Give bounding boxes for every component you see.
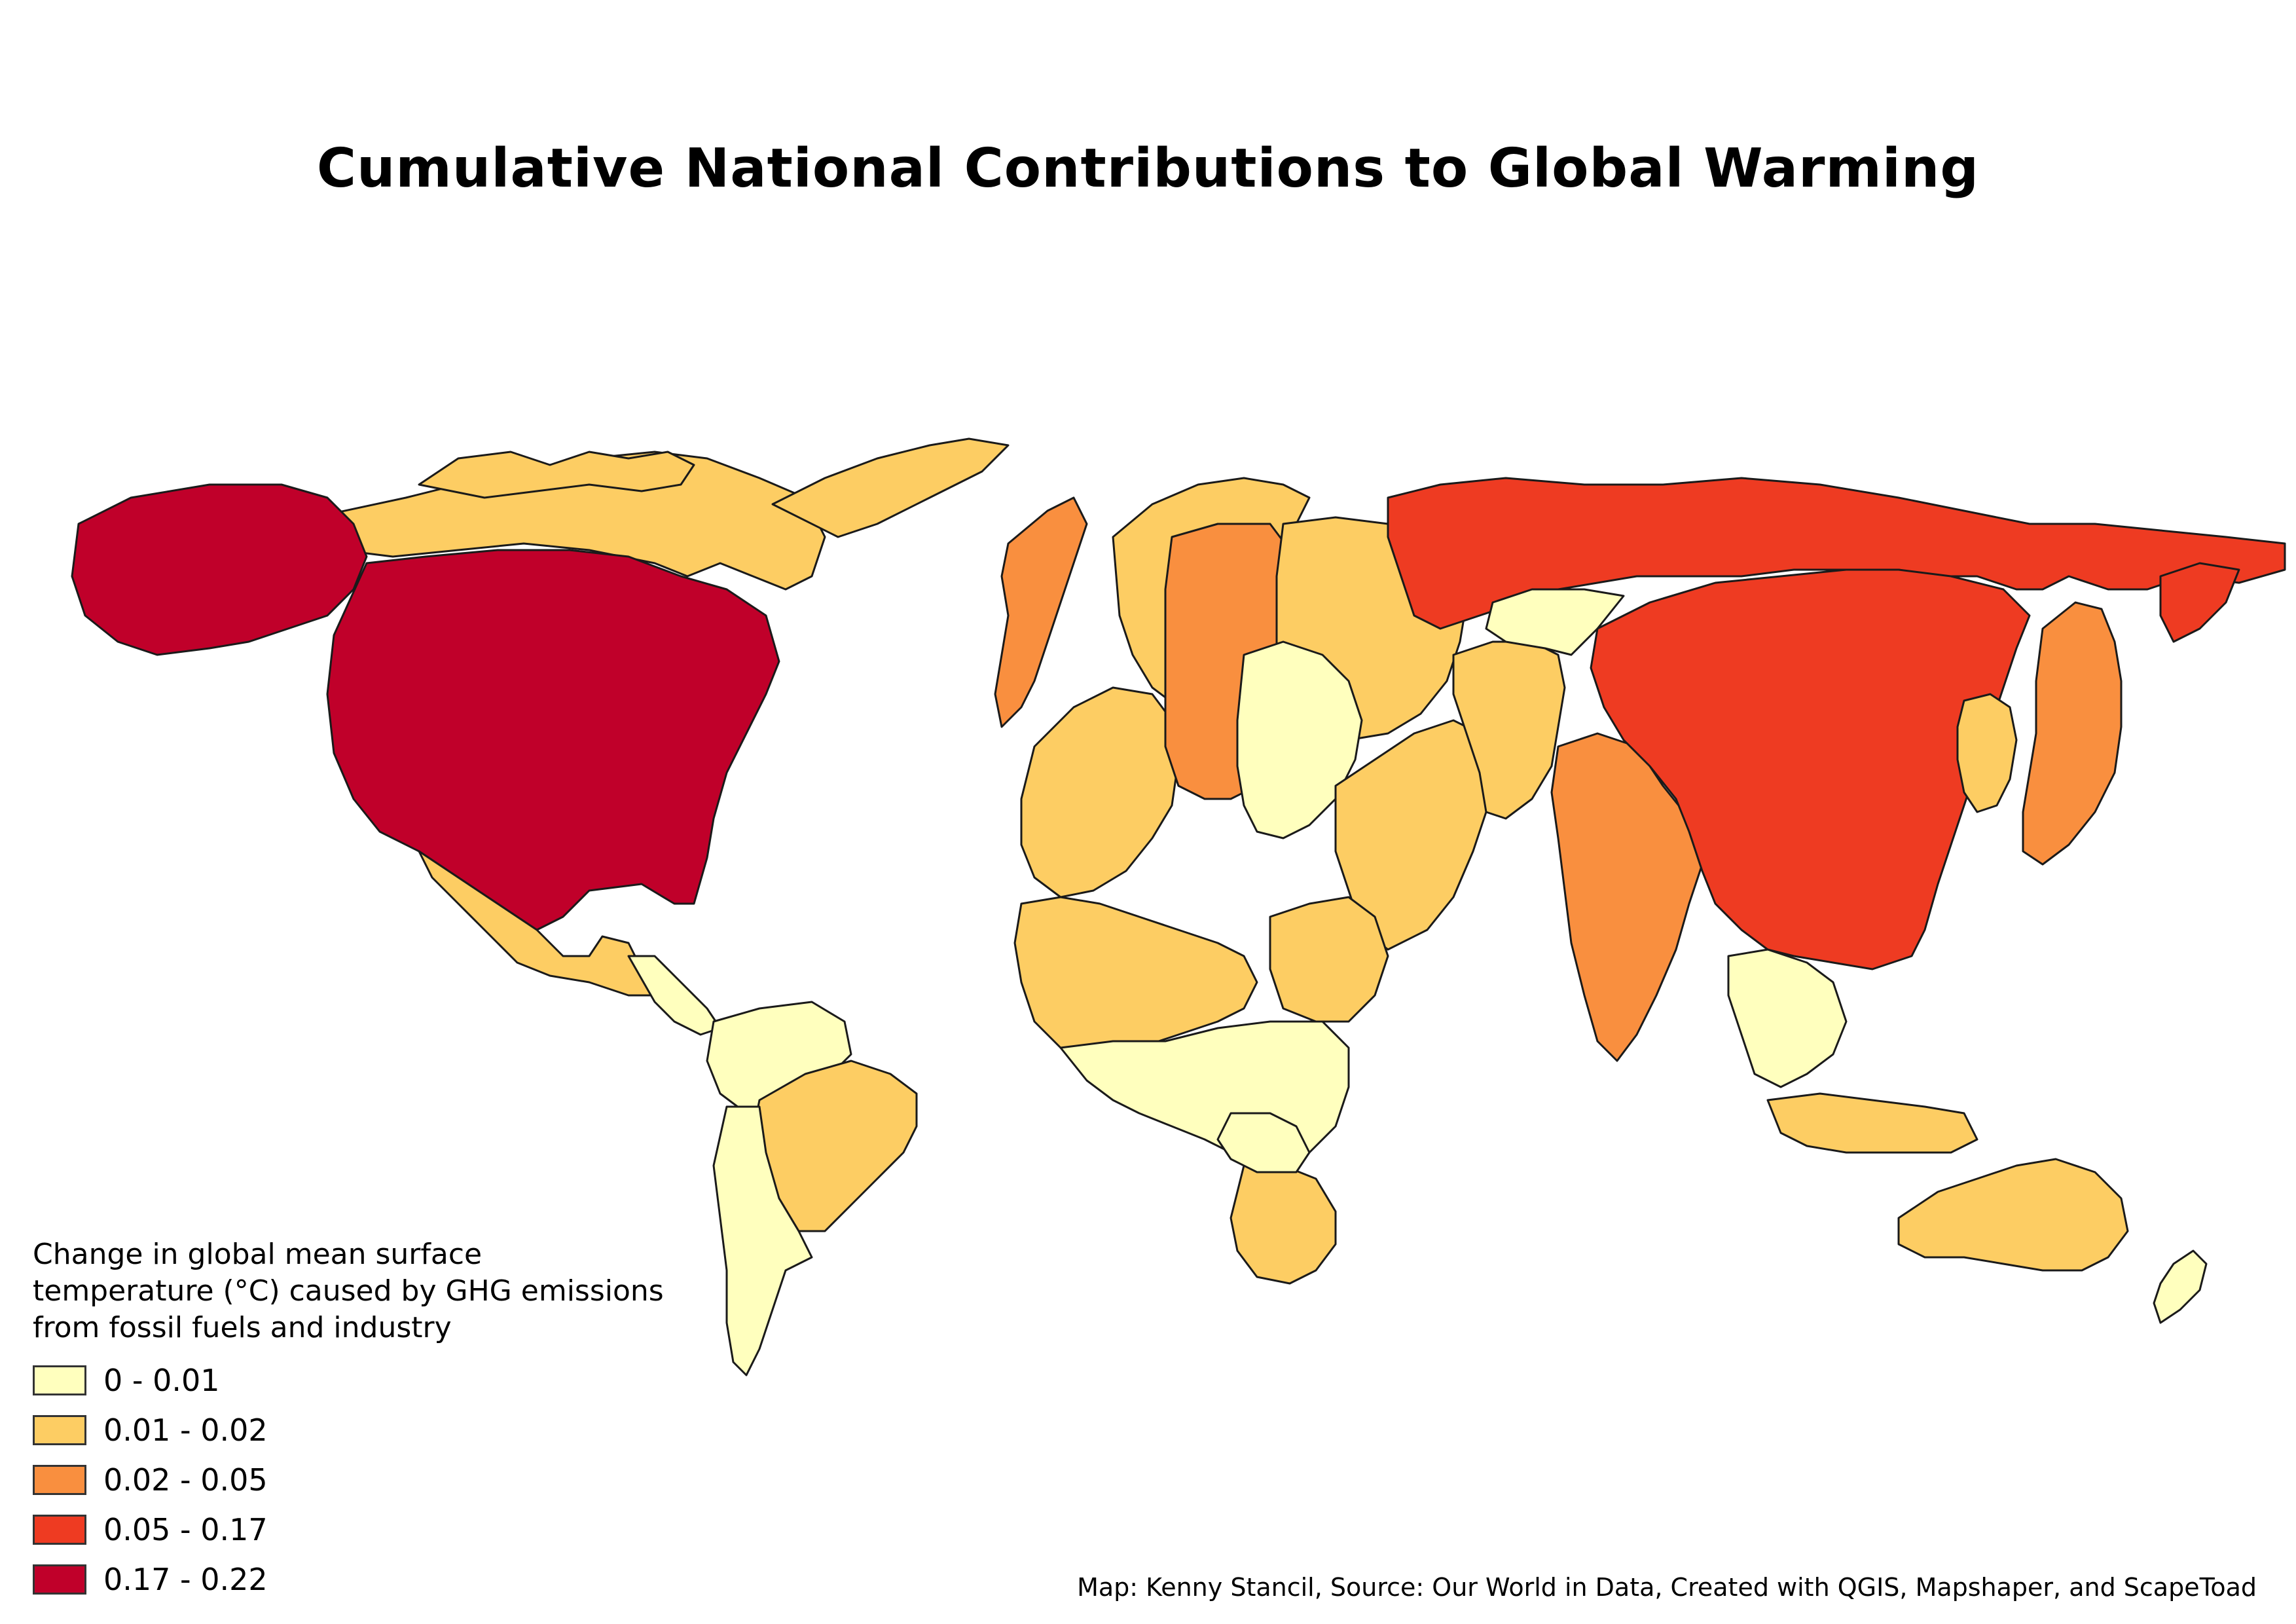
legend-swatch [33, 1365, 86, 1395]
region-indonesia [1768, 1094, 1977, 1153]
legend-item: 0.05 - 0.17 [33, 1505, 687, 1555]
legend-label: 0 - 0.01 [103, 1363, 220, 1398]
legend-title-line: from fossil fuels and industry [33, 1310, 687, 1346]
legend-item: 0.02 - 0.05 [33, 1455, 687, 1505]
region-japan [2023, 602, 2121, 864]
legend-label: 0.05 - 0.17 [103, 1512, 268, 1547]
region-southeast-asia [1728, 950, 1846, 1087]
legend-title-line: Change in global mean surface [33, 1236, 687, 1273]
region-south-africa [1231, 1166, 1336, 1283]
legend-label: 0.02 - 0.05 [103, 1462, 268, 1498]
legend-item: 0.17 - 0.22 [33, 1555, 687, 1604]
region-new-zealand [2154, 1251, 2206, 1323]
legend-swatch [33, 1564, 86, 1595]
region-egypt [1270, 897, 1388, 1022]
legend-swatch [33, 1515, 86, 1545]
legend-title: Change in global mean surface temperatur… [33, 1236, 687, 1346]
region-uk [995, 498, 1087, 727]
legend-label: 0.17 - 0.22 [103, 1562, 268, 1597]
region-australia [1899, 1159, 2128, 1270]
legend-label: 0.01 - 0.02 [103, 1412, 268, 1448]
map-legend: Change in global mean surface temperatur… [33, 1236, 687, 1604]
region-alaska [72, 485, 367, 655]
region-greenland [773, 439, 1008, 537]
region-usa [327, 550, 779, 930]
legend-item: 0 - 0.01 [33, 1356, 687, 1405]
region-western-europe [1021, 688, 1178, 897]
legend-title-line: temperature (°C) caused by GHG emissions [33, 1273, 687, 1310]
map-credit: Map: Kenny Stancil, Source: Our World in… [1077, 1573, 2257, 1602]
legend-swatch [33, 1415, 86, 1445]
region-russia-far-east [2160, 563, 2239, 642]
legend-item: 0.01 - 0.02 [33, 1405, 687, 1455]
region-korea [1958, 694, 2016, 812]
legend-swatch [33, 1465, 86, 1495]
legend-items: 0 - 0.01 0.01 - 0.02 0.02 - 0.05 0.05 - 0.1… [33, 1356, 687, 1604]
